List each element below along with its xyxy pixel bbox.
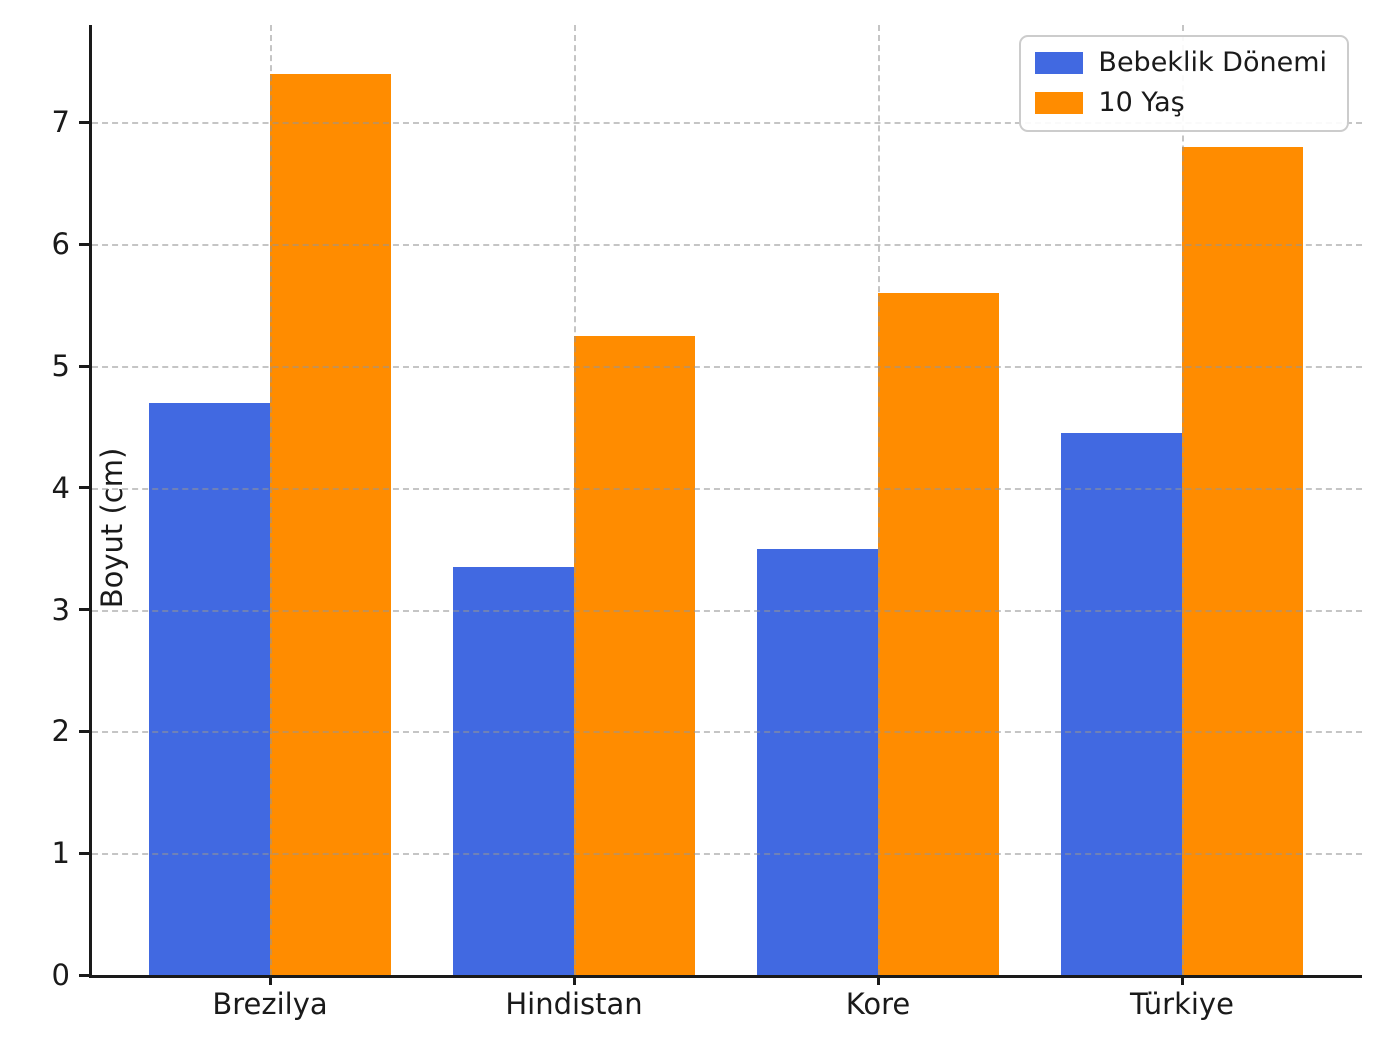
y-tick-label-0: 0 (51, 958, 70, 992)
x-tick-label-turkiye: Türkiye (1130, 987, 1234, 1021)
x-axis-spine (89, 975, 1362, 978)
legend-entry-bebeklik-donemi: Bebeklik Dönemi (1035, 47, 1327, 78)
y-tick-label-4: 4 (51, 470, 70, 505)
gridline-y-5 (92, 366, 1362, 369)
legend-entry-10-yas: 10 Yaş (1035, 87, 1327, 118)
bar-turkiye-bebeklik-donemi (1061, 433, 1182, 975)
y-tick-mark-1 (79, 851, 89, 855)
x-tick-mark-hindistan (572, 975, 576, 985)
bar-kore-10-yas (878, 293, 999, 975)
y-tick-mark-4 (79, 486, 89, 490)
gridline-x-brezilya (270, 25, 272, 975)
x-tick-mark-kore (876, 975, 880, 985)
y-tick-mark-7 (79, 120, 89, 124)
x-tick-mark-turkiye (1180, 975, 1184, 985)
legend: Bebeklik Dönemi 10 Yaş (1019, 35, 1349, 132)
gridline-y-4 (92, 487, 1362, 490)
legend-swatch-10-yas-icon (1035, 91, 1084, 114)
y-tick-mark-2 (79, 729, 89, 733)
gridline-x-kore (878, 25, 880, 975)
gridline-y-2 (92, 731, 1362, 734)
gridline-y-7 (92, 122, 1362, 125)
x-tick-label-brezilya: Brezilya (212, 987, 328, 1021)
gridline-y-6 (92, 244, 1362, 247)
plot-area: 0 1 2 3 4 5 6 7 Brezilya Hindistan Kore Türkiye Boy… (52, 25, 1362, 1021)
legend-label-bebeklik-donemi: Bebeklik Dönemi (1098, 47, 1327, 78)
bar-kore-bebeklik-donemi (757, 549, 878, 975)
gridline-y-3 (92, 609, 1362, 612)
x-tick-label-kore: Kore (845, 987, 911, 1021)
gridline-y-1 (92, 853, 1362, 856)
x-tick-mark-brezilya (268, 975, 272, 985)
bar-turkiye-10-yas (1182, 147, 1303, 975)
y-axis-label: Boyut (cm) (95, 447, 129, 609)
bar-hindistan-bebeklik-donemi (453, 567, 574, 975)
legend-label-10-yas: 10 Yaş (1098, 87, 1185, 118)
y-tick-mark-0 (79, 973, 89, 977)
y-tick-mark-3 (79, 608, 89, 612)
bar-hindistan-10-yas (574, 336, 695, 975)
y-tick-label-7: 7 (51, 105, 70, 140)
y-tick-label-5: 5 (51, 349, 70, 384)
y-tick-label-3: 3 (51, 592, 70, 627)
y-tick-label-6: 6 (51, 227, 70, 262)
gridline-x-hindistan (574, 25, 576, 975)
bar-brezilya-bebeklik-donemi (149, 403, 270, 975)
y-tick-label-2: 2 (51, 714, 70, 749)
y-tick-mark-5 (79, 364, 89, 368)
y-axis-spine (89, 25, 92, 975)
y-tick-mark-6 (79, 242, 89, 246)
y-tick-label-1: 1 (51, 836, 70, 871)
x-tick-label-hindistan: Hindistan (505, 987, 643, 1021)
gridline-x-turkiye (1182, 25, 1184, 975)
bar-brezilya-10-yas (270, 74, 391, 975)
legend-swatch-bebeklik-donemi-icon (1035, 51, 1084, 74)
